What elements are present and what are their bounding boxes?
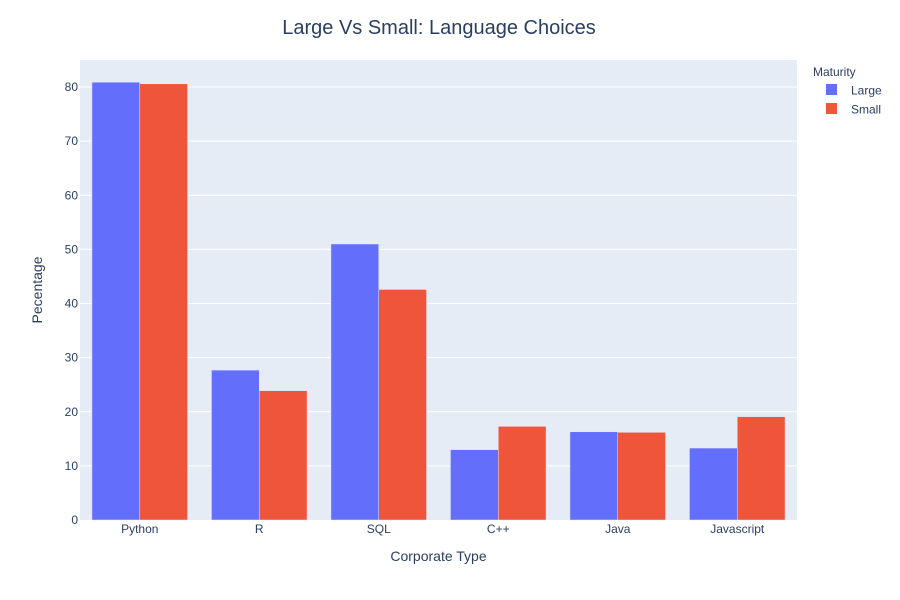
gridlines: [80, 86, 797, 467]
bar-small-r: [259, 390, 308, 521]
bar-large-c: [450, 449, 499, 521]
x-tick-label: R: [255, 522, 264, 536]
bar-small-javascript: [737, 416, 786, 521]
plot-area: [80, 60, 797, 520]
bar-large-sql: [330, 243, 380, 521]
y-tick-label: 0: [71, 513, 78, 527]
x-tick-label: C++: [487, 522, 510, 536]
legend-swatch-large[interactable]: [826, 84, 837, 95]
y-tick-label: 40: [65, 297, 79, 311]
x-tick-label: Javascript: [710, 522, 765, 536]
bar-large-javascript: [689, 447, 738, 521]
legend-title: Maturity: [813, 65, 856, 79]
y-axis-title: Pecentage: [29, 256, 45, 323]
bar-large-r: [211, 369, 260, 521]
legend: Maturity Large Small: [813, 65, 882, 117]
y-tick-label: 20: [65, 405, 79, 419]
bar-large-java: [569, 431, 619, 521]
legend-swatch-small[interactable]: [826, 103, 837, 114]
chart-title: Large Vs Small: Language Choices: [282, 17, 596, 39]
y-tick-label: 30: [65, 351, 79, 365]
bar-large-python: [91, 81, 140, 521]
bar-small-python: [139, 83, 188, 521]
bar-small-sql: [378, 289, 427, 521]
legend-label-large[interactable]: Large: [851, 84, 882, 98]
bar-small-java: [617, 432, 666, 521]
y-tick-label: 60: [65, 188, 79, 202]
y-axis-ticks: 0 10 20 30 40 50 60 70 80: [65, 80, 79, 527]
bars: [91, 81, 786, 521]
y-tick-label: 10: [65, 459, 79, 473]
bar-small-c: [498, 426, 547, 521]
y-tick-label: 80: [65, 80, 79, 94]
x-tick-label: SQL: [367, 522, 391, 536]
legend-label-small[interactable]: Small: [851, 103, 881, 117]
x-axis-ticks: Python R SQL C++ Java Javascript: [121, 522, 765, 536]
x-axis-title: Corporate Type: [390, 548, 486, 564]
x-tick-label: Java: [605, 522, 631, 536]
x-tick-label: Python: [121, 522, 158, 536]
y-tick-label: 50: [65, 242, 79, 256]
y-tick-label: 70: [65, 134, 79, 148]
